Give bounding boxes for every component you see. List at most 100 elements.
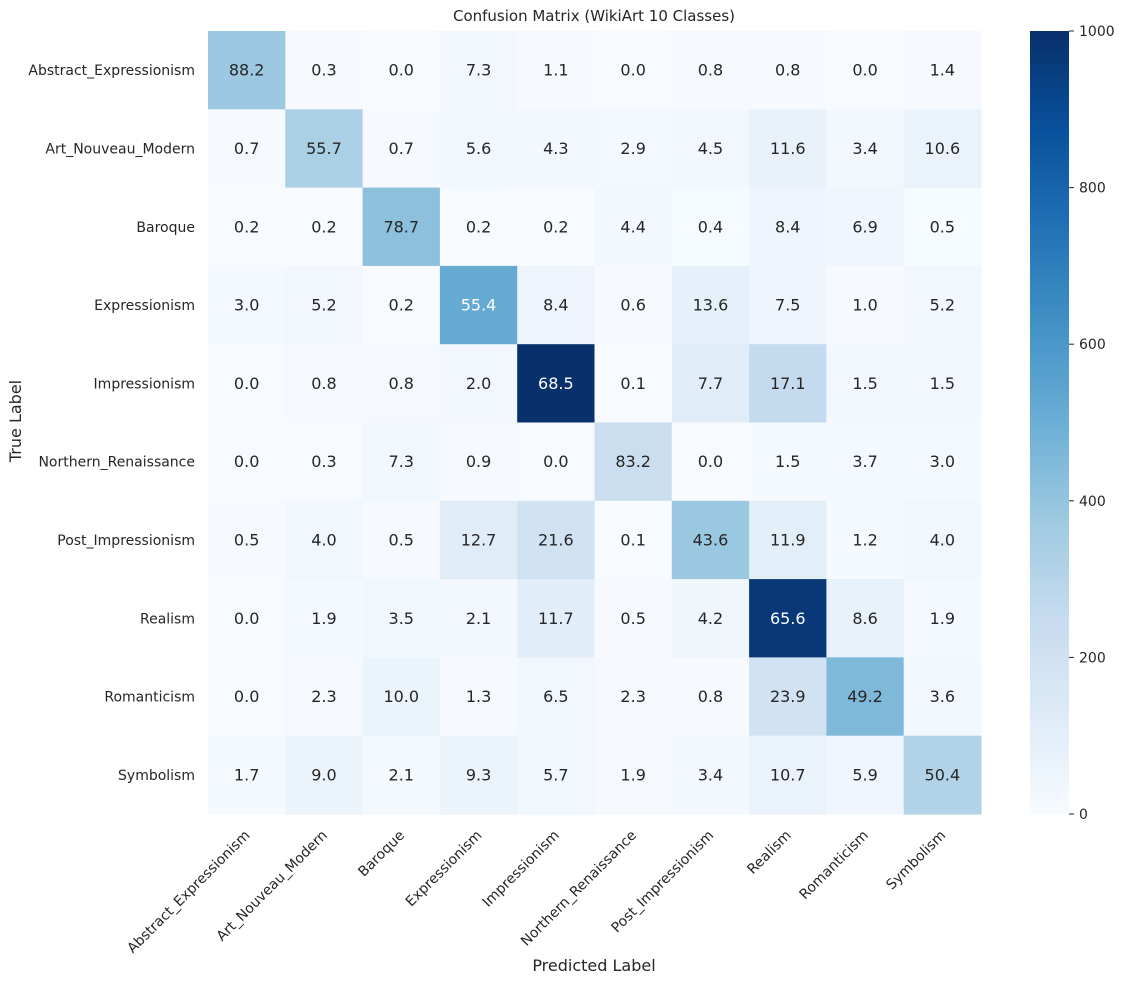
- heatmap-cell: [671, 109, 750, 189]
- cell-value-label: 0.8: [389, 374, 414, 393]
- heatmap-cell: [671, 500, 750, 580]
- heatmap-cell: [826, 500, 905, 580]
- cell-value-label: 0.1: [620, 374, 645, 393]
- heatmap-cell: [594, 579, 673, 658]
- cell-value-label: 0.9: [466, 452, 491, 471]
- cell-value-label: 5.6: [466, 139, 491, 158]
- cell-value-label: 1.5: [775, 452, 800, 471]
- cell-value-label: 0.0: [389, 61, 414, 80]
- cell-value-label: 7.5: [775, 296, 800, 315]
- cell-value-label: 0.1: [620, 530, 645, 549]
- heatmap-cell: [517, 265, 596, 345]
- heatmap-cell: [903, 500, 982, 580]
- cell-value-label: 0.6: [620, 296, 645, 315]
- cell-value-label: 1.2: [852, 530, 877, 549]
- heatmap-cell: [749, 579, 827, 658]
- heatmap-cell: [826, 265, 905, 345]
- colorbar-tick-label: 200: [1079, 650, 1106, 666]
- cell-value-label: 2.3: [311, 687, 336, 706]
- heatmap-cell: [362, 31, 441, 110]
- heatmap-cell: [362, 265, 441, 345]
- heatmap-cell: [208, 265, 286, 345]
- chart-title: Confusion Matrix (WikiArt 10 Classes): [453, 7, 735, 25]
- heatmap-cell: [903, 109, 982, 189]
- heatmap-cell: [439, 500, 518, 580]
- x-tick-label: Impressionism: [480, 828, 563, 911]
- cell-value-label: 5.9: [852, 765, 877, 784]
- heatmap-cell: [362, 735, 441, 815]
- heatmap-cell: [362, 344, 441, 424]
- y-tick-label: Expressionism: [94, 298, 195, 314]
- cell-value-label: 4.4: [620, 217, 645, 236]
- heatmap-cell: [208, 422, 286, 502]
- colorbar-tick-label: 800: [1079, 181, 1106, 197]
- heatmap-cell: [285, 31, 364, 110]
- heatmap-cell: [671, 579, 750, 658]
- heatmap-cell: [285, 344, 364, 424]
- heatmap-cell: [903, 579, 982, 658]
- heatmap-cell: [517, 344, 596, 424]
- heatmap-cell: [594, 109, 673, 189]
- heatmap-cell: [826, 187, 905, 267]
- heatmap-cell: [749, 187, 827, 267]
- heatmap-cell: [826, 109, 905, 189]
- heatmap-cell: [208, 187, 286, 267]
- cell-value-label: 5.2: [311, 296, 336, 315]
- cell-value-label: 0.7: [234, 139, 259, 158]
- colorbar-tick-label: 0: [1079, 807, 1088, 823]
- y-tick-label: Impressionism: [94, 376, 195, 392]
- heatmap-cell: [903, 657, 982, 737]
- heatmap-cell: [749, 422, 827, 502]
- heatmap-cell: [903, 422, 982, 502]
- heatmap-cell: [208, 31, 286, 110]
- heatmap-cell: [362, 109, 441, 189]
- heatmap-cell: [826, 657, 905, 737]
- cell-value-label: 7.3: [389, 452, 414, 471]
- cell-value-label: 55.4: [461, 296, 497, 315]
- heatmap-cell: [285, 265, 364, 345]
- cell-value-label: 8.4: [775, 217, 800, 236]
- y-axis-label: True Label: [6, 380, 25, 463]
- cell-value-label: 65.6: [770, 609, 806, 628]
- cell-value-label: 1.3: [466, 687, 491, 706]
- x-tick-label: Abstract_Expressionism: [124, 828, 253, 957]
- heatmap-cell: [285, 422, 364, 502]
- heatmap-cell: [439, 735, 518, 815]
- cell-value-label: 49.2: [847, 687, 883, 706]
- heatmap-cell: [594, 31, 673, 110]
- heatmap-cell: [517, 735, 596, 815]
- cell-value-label: 21.6: [538, 530, 574, 549]
- cell-value-label: 7.7: [698, 374, 723, 393]
- cell-value-label: 8.6: [852, 609, 877, 628]
- heatmap-cell: [208, 344, 286, 424]
- cell-value-label: 2.1: [466, 609, 491, 628]
- cell-value-label: 1.0: [852, 296, 877, 315]
- y-tick-label: Symbolism: [118, 768, 195, 784]
- cell-value-label: 0.2: [389, 296, 414, 315]
- heatmap-cell: [362, 500, 441, 580]
- cell-value-label: 0.8: [698, 61, 723, 80]
- heatmap-cell: [903, 187, 982, 267]
- x-tick-label: Realism: [744, 828, 794, 878]
- heatmap-cell: [671, 735, 750, 815]
- heatmap-cell: [517, 657, 596, 737]
- cell-value-label: 3.0: [234, 296, 259, 315]
- heatmap-cell: [749, 31, 827, 110]
- cell-value-label: 12.7: [461, 530, 497, 549]
- cell-value-label: 5.7: [543, 765, 568, 784]
- cell-value-label: 1.9: [311, 609, 336, 628]
- cell-value-label: 2.3: [620, 687, 645, 706]
- cell-value-label: 0.2: [311, 217, 336, 236]
- heatmap-cell: [826, 344, 905, 424]
- heatmap-cell: [671, 187, 750, 267]
- colorbar: [1030, 31, 1069, 814]
- cell-value-label: 11.9: [770, 530, 806, 549]
- cell-value-label: 0.7: [389, 139, 414, 158]
- heatmap-cell: [517, 579, 596, 658]
- cell-value-label: 0.8: [698, 687, 723, 706]
- cell-value-label: 2.0: [466, 374, 491, 393]
- cell-value-label: 0.0: [543, 452, 568, 471]
- x-tick-label: Expressionism: [403, 828, 486, 911]
- heatmap-cell: [594, 735, 673, 815]
- heatmap-cell: [208, 735, 286, 815]
